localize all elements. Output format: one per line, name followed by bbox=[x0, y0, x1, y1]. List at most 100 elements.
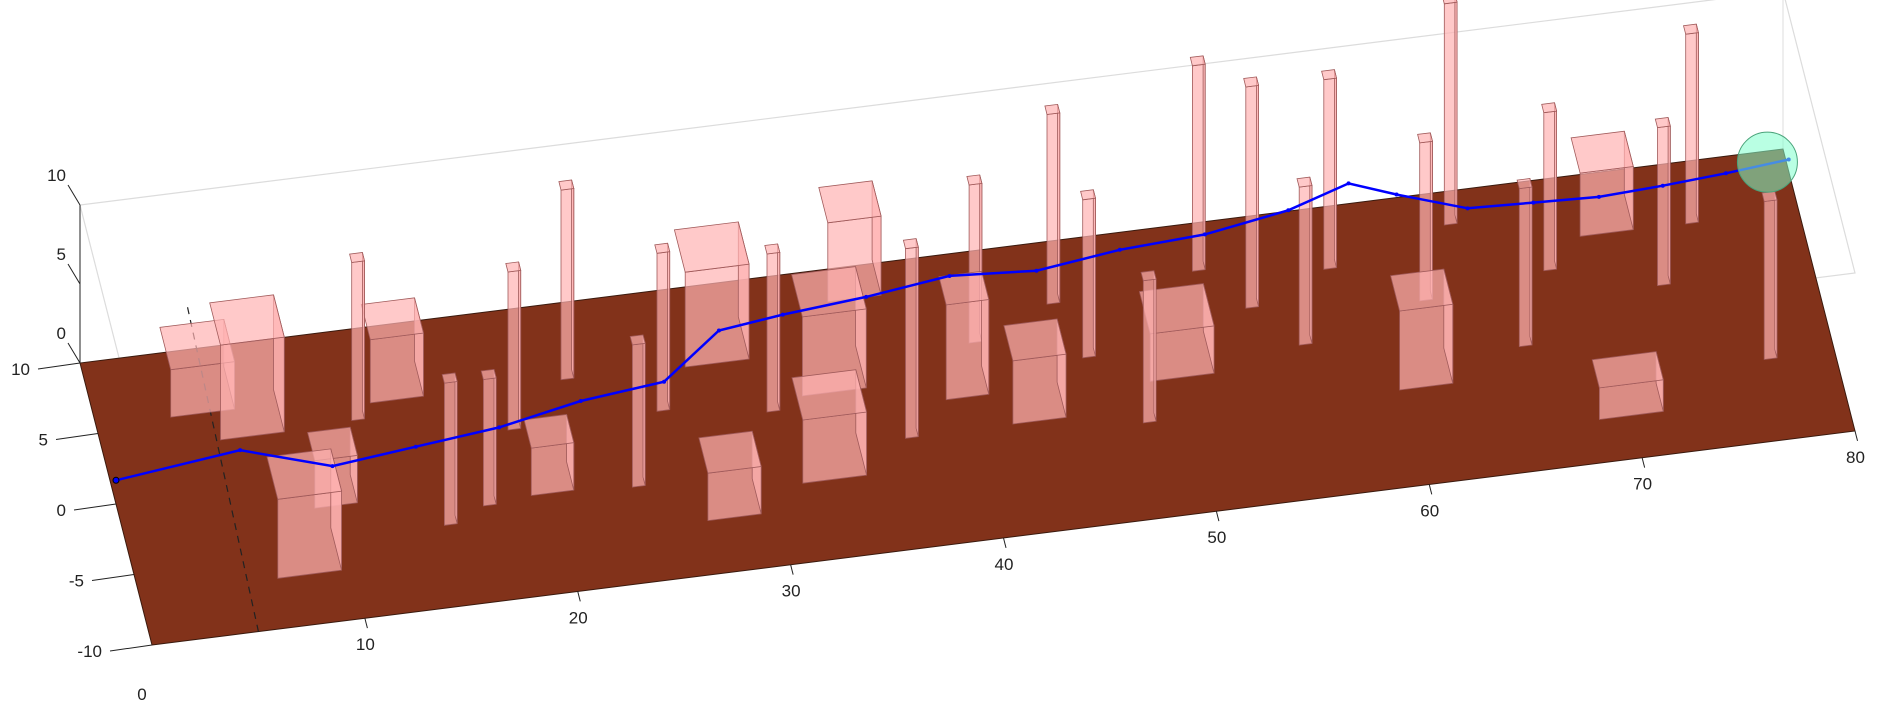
y-tick-mark bbox=[109, 644, 153, 652]
obstacle-box bbox=[1189, 55, 1206, 272]
obstacle-box bbox=[1390, 268, 1454, 391]
obstacle-box bbox=[1654, 117, 1671, 287]
trajectory-point bbox=[112, 476, 120, 484]
obstacle-box bbox=[1516, 178, 1533, 348]
obstacle-side-face bbox=[1554, 102, 1557, 270]
z-tick-label: 0 bbox=[57, 324, 66, 343]
obstacle-side-face bbox=[1334, 69, 1337, 268]
trajectory-point bbox=[1723, 171, 1728, 176]
obstacle-top-face bbox=[764, 243, 781, 255]
obstacle-box bbox=[1541, 102, 1558, 272]
trajectory-point bbox=[1394, 192, 1399, 197]
obstacle-side-face bbox=[571, 179, 575, 379]
obstacle-top-face bbox=[1516, 178, 1533, 190]
trajectory-point bbox=[780, 312, 785, 317]
trajectory-point bbox=[578, 399, 583, 404]
obstacle-top-face bbox=[791, 266, 867, 318]
obstacle-box bbox=[523, 414, 575, 496]
obstacle-side-face bbox=[1202, 55, 1206, 270]
obstacle-box bbox=[1321, 69, 1337, 270]
obstacle-box bbox=[654, 242, 671, 412]
obstacle-top-face bbox=[1390, 268, 1454, 312]
trajectory-point bbox=[1346, 181, 1351, 186]
obstacle-box bbox=[1138, 283, 1215, 382]
x-tick-label: 70 bbox=[1633, 475, 1652, 494]
obstacle-top-face bbox=[629, 334, 646, 346]
x-tick-mark bbox=[1854, 430, 1859, 441]
obstacle-side-face bbox=[642, 334, 646, 486]
x-tick-label: 20 bbox=[569, 608, 588, 627]
obstacle-box bbox=[1080, 189, 1097, 359]
obstacle-top-face bbox=[1682, 23, 1699, 35]
obstacle-side-face bbox=[915, 238, 919, 437]
obstacle-top-face bbox=[1003, 318, 1067, 362]
obstacle-top-face bbox=[938, 270, 990, 306]
obstacle-top-face bbox=[266, 448, 343, 500]
obstacle-box bbox=[558, 179, 575, 381]
y-tick-label: 5 bbox=[39, 431, 48, 450]
obstacle-top-face bbox=[818, 180, 882, 224]
trajectory-point bbox=[1465, 206, 1470, 211]
trajectory-point bbox=[1596, 194, 1601, 199]
obstacle-side-face bbox=[667, 243, 671, 410]
obstacle-box bbox=[1761, 190, 1778, 360]
obstacle-box bbox=[1243, 76, 1260, 309]
obstacle-side-face bbox=[1153, 270, 1157, 422]
obstacle-top-face bbox=[673, 221, 750, 273]
y-tick-label: -10 bbox=[77, 642, 102, 661]
obstacle-box bbox=[480, 368, 497, 507]
obstacle-top-face bbox=[558, 179, 575, 191]
obstacle-side-face bbox=[1057, 104, 1061, 303]
obstacle-top-face bbox=[505, 261, 522, 273]
trajectory-point bbox=[1531, 200, 1536, 205]
obstacle-side-face bbox=[1774, 191, 1778, 359]
trajectory-point bbox=[330, 464, 335, 469]
obstacle-top-face bbox=[360, 297, 424, 341]
obstacle-top-face bbox=[1541, 102, 1558, 114]
x-tick-mark bbox=[1003, 537, 1007, 548]
x-tick-mark bbox=[1215, 511, 1220, 522]
x-tick-label: 50 bbox=[1207, 528, 1226, 547]
trajectory-point bbox=[716, 328, 721, 333]
obstacle-side-face bbox=[1667, 117, 1671, 285]
obstacle-side-face bbox=[518, 261, 522, 429]
obstacle-box bbox=[360, 297, 424, 404]
obstacle-box bbox=[673, 221, 750, 368]
trajectory-point bbox=[238, 448, 243, 453]
trajectory-point bbox=[497, 425, 502, 430]
z-tick-label: 10 bbox=[47, 166, 66, 185]
obstacle-top-face bbox=[1442, 0, 1458, 5]
z-tick-mark bbox=[67, 342, 81, 364]
obstacle-top-face bbox=[209, 294, 285, 346]
obstacle-side-face bbox=[1256, 76, 1259, 307]
trajectory-point bbox=[1202, 232, 1207, 237]
obstacle-box bbox=[902, 238, 919, 439]
x-tick-mark bbox=[364, 618, 368, 629]
obstacle-side-face bbox=[1695, 24, 1699, 223]
obstacle-top-face bbox=[349, 252, 365, 263]
obstacle-top-face bbox=[902, 238, 919, 250]
obstacle-box bbox=[1682, 23, 1699, 225]
trajectory-point bbox=[947, 273, 952, 278]
obstacle-box bbox=[505, 261, 522, 431]
axes: 10 20 30 40 50 60 70 80 0 -10 -5 0 5 10 0 5 10 bbox=[11, 166, 1865, 704]
obstacle-box bbox=[1442, 0, 1458, 226]
obstacle-box bbox=[1296, 176, 1313, 346]
obstacle-top-face bbox=[523, 414, 575, 449]
obstacle-box bbox=[1140, 270, 1157, 424]
obstacle-side-face bbox=[777, 243, 781, 411]
z-tick-mark bbox=[67, 184, 81, 206]
x-origin-label: 0 bbox=[137, 685, 146, 704]
obstacle-side-face bbox=[1309, 176, 1313, 344]
obstacle-top-face bbox=[1761, 190, 1778, 202]
obstacle-box bbox=[1044, 103, 1061, 305]
obstacle-top-face bbox=[441, 372, 458, 384]
obstacle-box bbox=[1003, 318, 1067, 425]
trajectory-point bbox=[413, 444, 418, 449]
x-tick-mark bbox=[577, 591, 581, 602]
obstacle-top-face bbox=[1189, 55, 1206, 67]
obstacle-box bbox=[266, 448, 343, 579]
obstacle-top-face bbox=[791, 369, 868, 421]
obstacle-top-face bbox=[1140, 270, 1157, 282]
obstacle-box bbox=[349, 252, 365, 421]
